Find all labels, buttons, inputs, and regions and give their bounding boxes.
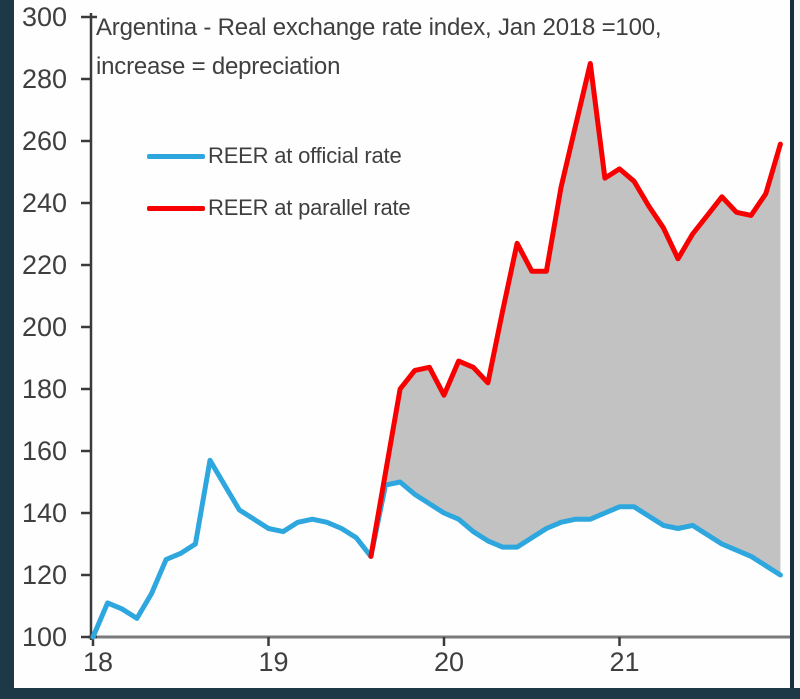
y-tick-label: 220 xyxy=(22,250,67,280)
official-rate-line-swatch xyxy=(147,153,205,159)
y-tick-label: 200 xyxy=(22,312,67,342)
y-tick-label: 180 xyxy=(22,374,67,404)
right-border-line xyxy=(790,0,794,688)
x-tick-label: 19 xyxy=(258,647,288,677)
chart-title: Argentina - Real exchange rate index, Ja… xyxy=(96,8,776,86)
chart-title-line2: increase = depreciation xyxy=(96,53,341,80)
y-tick-label: 160 xyxy=(22,436,67,466)
chart-title-line1: Argentina - Real exchange rate index, Ja… xyxy=(96,14,662,41)
y-tick-label: 240 xyxy=(22,188,67,218)
x-tick-label: 21 xyxy=(609,647,639,677)
legend-item-official-rate: REER at official rate xyxy=(147,143,402,169)
gap-fill-area xyxy=(370,63,781,575)
y-tick-label: 120 xyxy=(22,560,67,590)
right-margin xyxy=(794,0,800,688)
y-tick-label: 260 xyxy=(22,126,67,156)
legend-label-official-rate: REER at official rate xyxy=(208,143,402,168)
x-tick-label: 18 xyxy=(83,647,113,677)
legend-item-parallel-rate: REER at parallel rate xyxy=(147,195,411,221)
official-rate-line xyxy=(90,457,783,640)
parallel-rate-line-swatch xyxy=(147,205,205,211)
y-tick-label: 100 xyxy=(22,622,67,652)
parallel-rate-line xyxy=(368,61,783,559)
x-tick-label: 20 xyxy=(434,647,464,677)
y-tick-label: 300 xyxy=(22,2,67,32)
y-tick-label: 280 xyxy=(22,64,67,94)
legend-label-parallel-rate: REER at parallel rate xyxy=(208,195,411,220)
y-tick-label: 140 xyxy=(22,498,67,528)
